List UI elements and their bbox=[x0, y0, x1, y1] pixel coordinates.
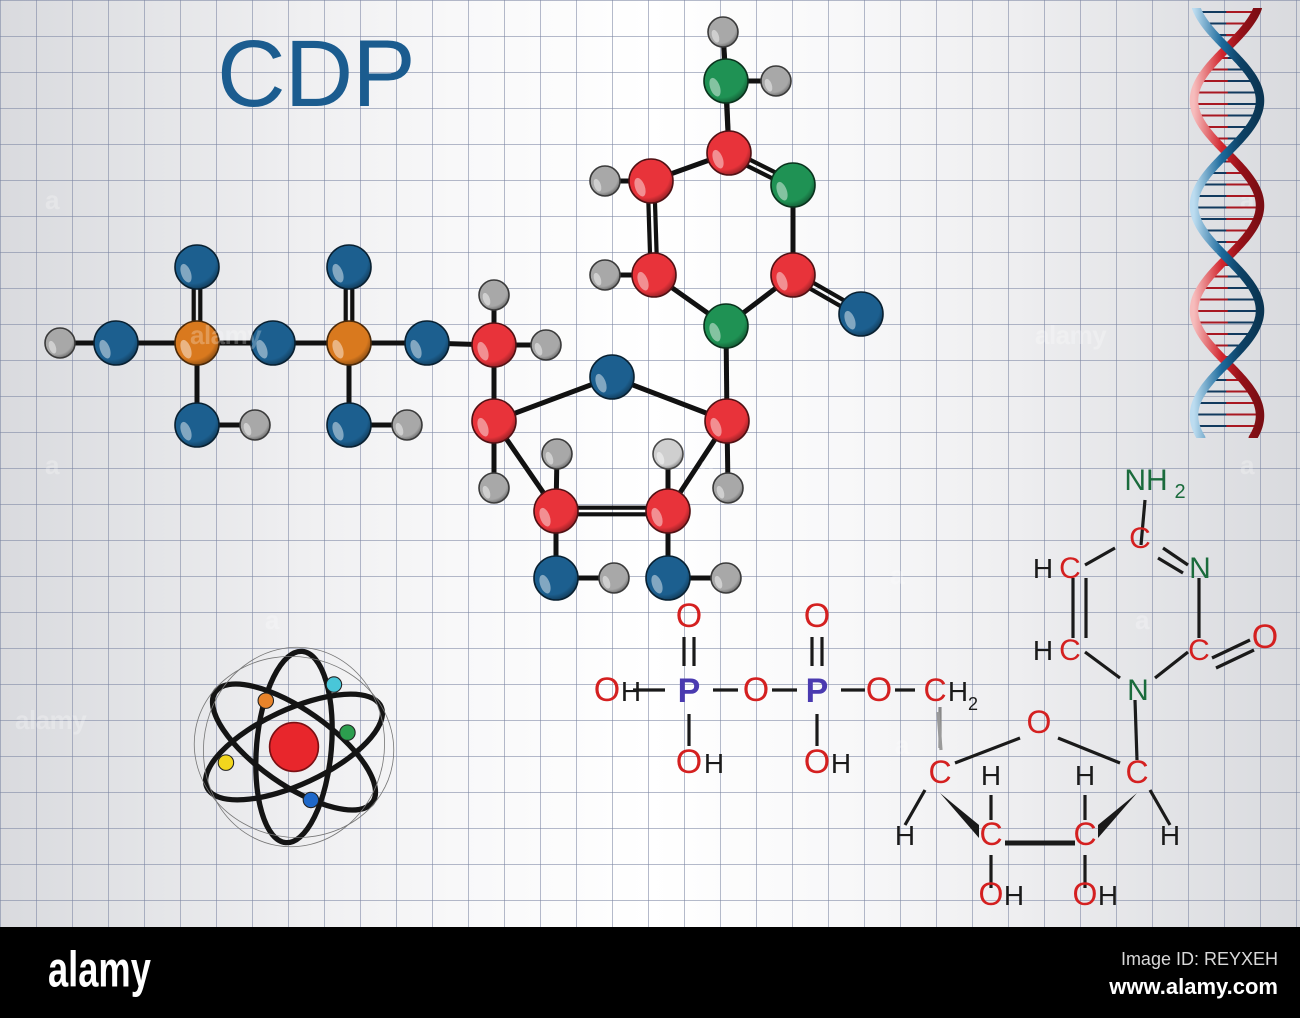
svg-text:N: N bbox=[1127, 674, 1149, 707]
svg-text:O: O bbox=[676, 743, 702, 781]
svg-text:NH: NH bbox=[1124, 464, 1167, 497]
svg-text:H: H bbox=[1033, 635, 1053, 666]
svg-text:C: C bbox=[979, 816, 1002, 852]
svg-text:P: P bbox=[806, 672, 829, 710]
svg-text:H: H bbox=[1033, 553, 1053, 584]
svg-text:C: C bbox=[1073, 816, 1096, 852]
svg-text:P: P bbox=[678, 672, 701, 710]
svg-text:H: H bbox=[704, 748, 724, 779]
svg-text:O: O bbox=[804, 743, 830, 781]
svg-text:H: H bbox=[948, 676, 968, 707]
svg-text:C: C bbox=[1129, 522, 1151, 555]
svg-text:C: C bbox=[1059, 634, 1081, 667]
svg-text:C: C bbox=[923, 672, 946, 708]
svg-text:O: O bbox=[1252, 618, 1278, 656]
svg-text:H: H bbox=[621, 676, 641, 707]
svg-text:H: H bbox=[1160, 820, 1180, 851]
svg-text:C: C bbox=[1059, 552, 1081, 585]
svg-text:C: C bbox=[1125, 754, 1148, 790]
svg-text:H: H bbox=[1004, 880, 1024, 911]
svg-text:C: C bbox=[1188, 634, 1210, 667]
svg-text:H: H bbox=[895, 820, 915, 851]
svg-text:O: O bbox=[866, 671, 892, 709]
svg-text:O: O bbox=[979, 876, 1004, 912]
svg-text:O: O bbox=[1073, 876, 1098, 912]
svg-text:H: H bbox=[1075, 760, 1095, 791]
svg-text:H: H bbox=[1098, 880, 1118, 911]
svg-text:O: O bbox=[594, 671, 620, 709]
svg-text:O: O bbox=[676, 597, 702, 635]
svg-text:2: 2 bbox=[968, 694, 978, 714]
svg-text:H: H bbox=[831, 748, 851, 779]
svg-text:H: H bbox=[981, 760, 1001, 791]
svg-text:O: O bbox=[743, 671, 769, 709]
svg-text:O: O bbox=[804, 597, 830, 635]
svg-text:O: O bbox=[1027, 704, 1052, 740]
svg-text:2: 2 bbox=[1174, 481, 1185, 503]
svg-text:C: C bbox=[928, 754, 951, 790]
svg-text:N: N bbox=[1189, 552, 1211, 585]
